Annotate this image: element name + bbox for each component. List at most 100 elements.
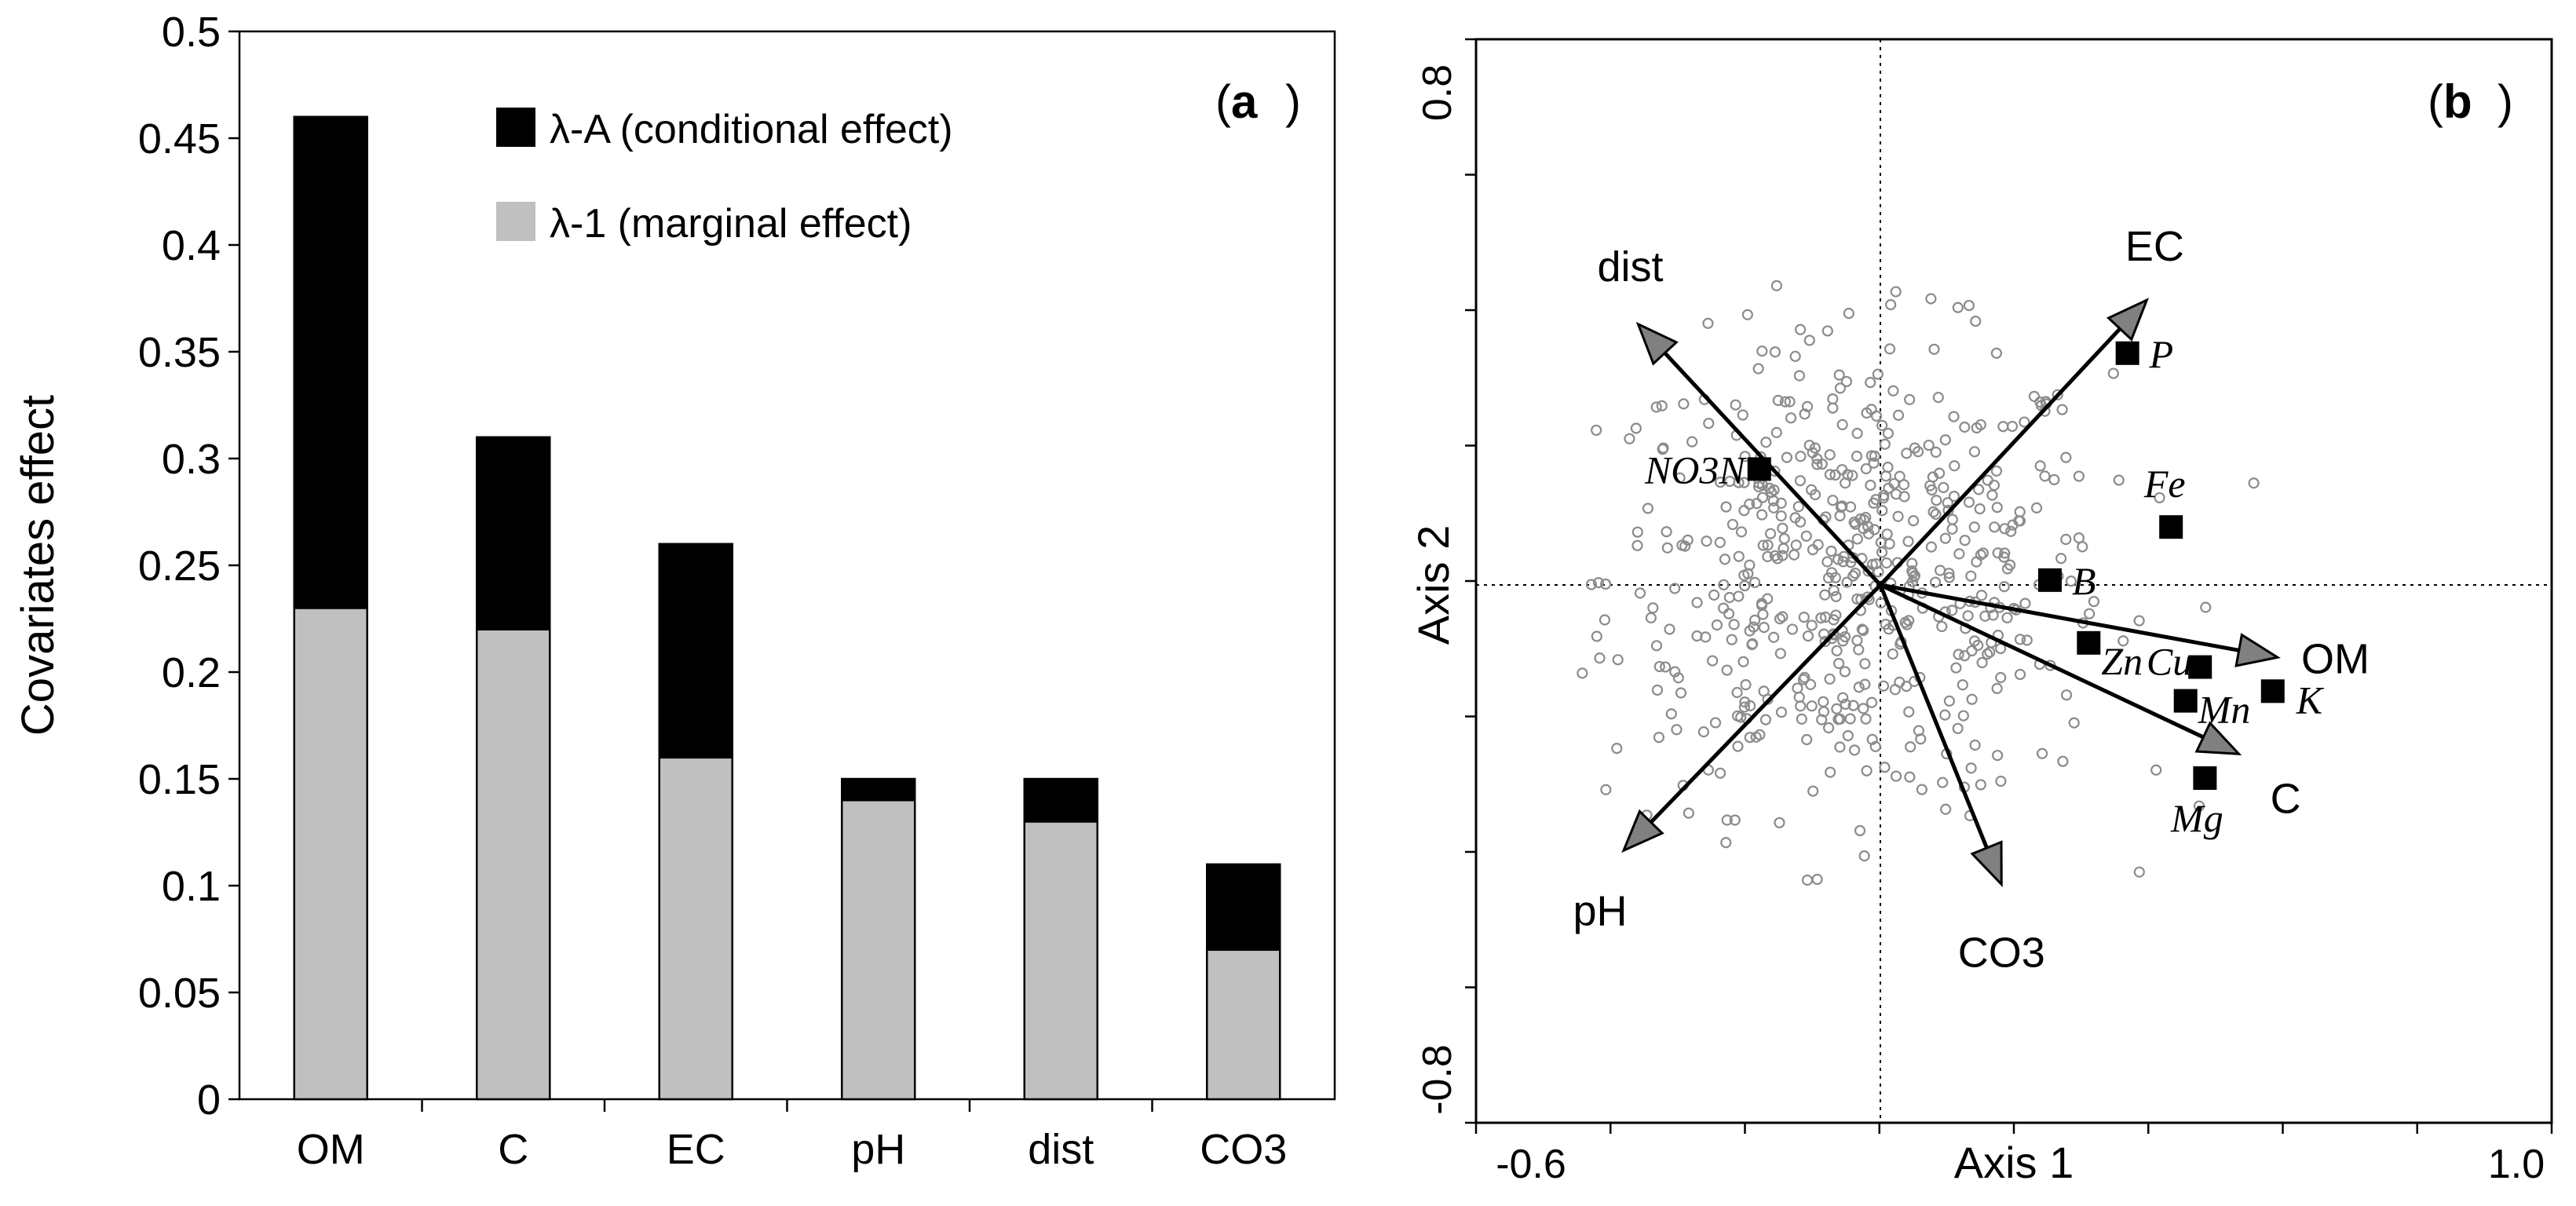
sample-point [2014,634,2026,645]
y-tick-label-a: 0.1 [162,863,221,910]
sample-point [1611,743,1623,755]
sample-point [1732,740,1744,752]
bar-c-marginal [476,628,551,1101]
sample-point [1733,550,1745,562]
sample-point [1708,589,1720,601]
species-marker-cu [2188,655,2212,679]
sample-point [1818,706,1830,718]
sample-point [1991,682,2003,694]
arrow-ph: pH [1573,583,1882,934]
sample-point [1775,510,1787,522]
sample-point [2073,470,2085,482]
sample-point [1984,646,1996,658]
sample-point [1650,401,1662,413]
sample-point [1821,556,1833,568]
axis-ticks-b [1465,38,2553,1134]
bar-om-conditional [293,115,368,609]
sample-point [1744,700,1756,711]
sample-point [1926,484,1938,496]
x-tick-label-ph: pH [851,1126,905,1173]
sample-point [1928,343,1940,355]
sample-point [1599,578,1612,590]
sample-point [1971,422,1982,434]
sample-point [1809,442,1821,454]
sample-point [1807,785,1819,797]
environmental-arrows: EC dist OM C CO3 pH [1573,223,2369,976]
sample-point [1880,557,1892,569]
sample-point [1719,554,1731,565]
sample-point [1599,614,1611,626]
species-marker-mn [2173,689,2198,713]
sample-point [1828,584,1840,597]
sample-point [1756,509,1768,521]
species-label-k: K [2296,678,2325,722]
sample-point [1661,526,1672,538]
sample-point [1650,640,1663,652]
sample-point [1769,550,1781,562]
species-label-cu: Cu [2147,640,2192,684]
sample-point [1739,579,1751,592]
sample-point [1749,614,1761,626]
sample-point [1936,620,1948,633]
sample-point [1763,482,1775,495]
sample-point [1714,536,1726,548]
sample-point [1995,775,2007,788]
sample-point [1842,729,1854,742]
legend-swatch-conditional [496,108,535,147]
sample-point [1923,439,1935,451]
sample-point [1940,803,1952,815]
bar-om-marginal [293,607,368,1101]
species-mg: Mg [2170,766,2223,840]
sample-point [1890,488,1902,500]
sample-point [1962,610,1974,622]
sample-point [1735,526,1748,538]
sample-point [1594,652,1606,664]
sample-point [1889,684,1901,696]
sample-point [1793,370,1805,382]
sample-point [1760,437,1772,448]
sample-point [1801,400,1814,413]
sample-point [1651,684,1664,696]
sample-point [1756,345,1768,357]
sample-point [1879,438,1891,450]
sample-point [2193,800,2205,812]
sample-point [1749,576,1761,588]
sample-point [1777,611,1789,623]
y-tick-label-a: 0.5 [162,9,221,56]
y-tick-label-a: 0.4 [162,222,221,269]
sample-point [1778,532,1790,545]
sample-point [1672,672,1684,684]
sample-point [1733,590,1745,602]
sample-point [2150,764,2162,776]
sample-point [1824,673,1836,685]
sample-point [1702,317,1714,329]
sample-point [1837,692,1849,704]
sample-point [1738,477,1750,488]
arrow-label-ph: pH [1573,887,1627,934]
sample-point [1730,399,1741,411]
sample-point [1830,609,1842,621]
sample-point [1600,784,1612,795]
sample-point [1790,539,1802,551]
sample-point [1825,567,1838,579]
sample-point [1803,440,1815,451]
sample-point [1789,350,1801,362]
sample-point [2052,389,2063,400]
bar-ph-marginal [841,799,916,1101]
sample-point [2068,717,2080,729]
x-tick-label-dist: dist [1028,1126,1094,1173]
sample-point [1744,732,1756,744]
sample-point [1703,418,1715,429]
arrow-label-dist: dist [1597,243,1663,291]
sample-point [1901,448,1913,459]
sample-point [1982,474,1993,486]
y-tick-label-a: 0.2 [162,649,221,696]
sample-point [1970,315,1982,327]
sample-point [2113,474,2125,486]
sample-point [1656,400,1668,411]
sample-point [1849,568,1862,579]
sample-point [1851,634,1863,646]
sample-point [1969,739,1981,751]
sample-point [2133,866,2145,878]
